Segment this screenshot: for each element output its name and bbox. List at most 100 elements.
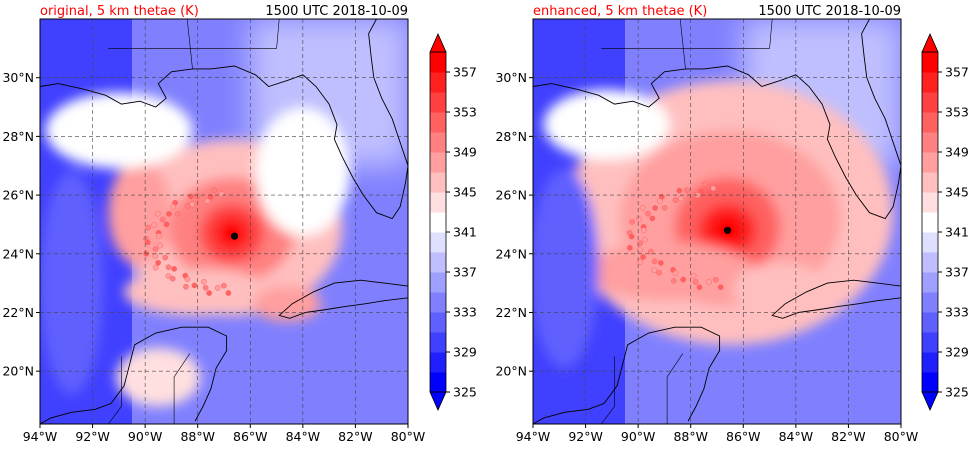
convective-cell xyxy=(647,248,654,255)
x-tick-label: 88°W xyxy=(673,429,708,444)
colorbar-tick-label: 357 xyxy=(453,65,477,80)
political-border xyxy=(108,19,280,49)
convective-cell xyxy=(211,187,217,194)
colorbar-tick-label: 329 xyxy=(945,345,969,360)
colorbar-band xyxy=(430,272,446,293)
convective-cell xyxy=(656,269,663,276)
colorbar-band xyxy=(430,372,446,393)
colorbar-band xyxy=(922,292,938,313)
convective-cell xyxy=(706,279,712,285)
coastlines xyxy=(533,19,901,424)
thetae-blob xyxy=(585,242,754,301)
convective-cell xyxy=(191,282,198,289)
x-tick-label: 94°W xyxy=(23,429,58,444)
x-tick-label: 86°W xyxy=(233,429,268,444)
convective-cells xyxy=(143,187,232,296)
convective-cell xyxy=(152,253,159,259)
y-tick-label: 28°N xyxy=(2,129,34,144)
colorbar-band xyxy=(922,372,938,393)
convective-cell xyxy=(635,216,642,222)
colorbar-band xyxy=(430,312,446,333)
colorbar-band xyxy=(922,92,938,113)
panel-title-left: original, 5 km thetae (K) xyxy=(40,4,199,19)
convective-cell xyxy=(162,254,168,261)
colorbar-band xyxy=(430,292,446,313)
political-border xyxy=(601,356,615,424)
colorbar-band xyxy=(430,152,446,173)
colorbar-band xyxy=(922,312,938,333)
convective-cell xyxy=(637,247,643,254)
convective-cell xyxy=(672,270,679,277)
thetae-blob xyxy=(124,268,272,316)
convective-cell xyxy=(206,290,212,296)
convective-cell xyxy=(155,233,162,239)
colorbar-tick-label: 329 xyxy=(453,345,477,360)
colorbar-band xyxy=(430,192,446,213)
y-tick-label: 28°N xyxy=(495,129,527,144)
storm-center-marker xyxy=(723,226,732,234)
panel-original: original, 5 km thetae (K) 1500 UTC 2018-… xyxy=(2,4,476,444)
convective-cell xyxy=(712,276,719,283)
axis-ticks-enhanced: 94°W 92°W 90°W 88°W 86°W 84°W 82°W 80°W 20°N 22°N… xyxy=(495,70,918,444)
convective-cell xyxy=(670,278,677,284)
colorbar-tick-label: 349 xyxy=(453,145,477,160)
convective-cell xyxy=(657,260,664,266)
convective-cell xyxy=(649,215,656,222)
colorbar-tick-label: 345 xyxy=(453,185,477,200)
colorbar-band xyxy=(430,72,446,93)
colorbar-band xyxy=(922,132,938,153)
convective-cell xyxy=(152,246,159,252)
colorbar-enhanced: 325 329 333 337 341 345 349 353 357 xyxy=(921,33,969,411)
colorbar-band xyxy=(430,232,446,253)
colorbar-band xyxy=(430,92,446,113)
convective-cell xyxy=(642,236,648,243)
coastlines xyxy=(40,19,408,424)
y-tick-label: 30°N xyxy=(2,70,34,85)
convective-cell xyxy=(627,244,633,251)
thetae-blob xyxy=(252,286,322,322)
colorbar-band xyxy=(922,212,938,233)
colorbar-original: 325 329 333 337 341 345 349 353 357 xyxy=(429,33,477,411)
convective-cell xyxy=(183,283,189,290)
convective-cell xyxy=(676,187,683,194)
colorbar-frame xyxy=(921,51,939,393)
storm-center-marker xyxy=(230,232,239,240)
colorbar-band xyxy=(922,272,938,293)
coastline-cuba xyxy=(278,279,408,319)
convective-cell xyxy=(204,198,211,204)
x-tick-label: 82°W xyxy=(338,429,373,444)
x-tick-label: 80°W xyxy=(884,429,919,444)
coastline-cuba xyxy=(771,279,901,319)
convective-cell xyxy=(651,258,658,265)
colorbar-band xyxy=(922,72,938,93)
colorbar-band xyxy=(430,352,446,373)
map-enhanced xyxy=(532,18,902,425)
colorbar-tick-label: 337 xyxy=(945,265,969,280)
convective-cell xyxy=(702,181,708,188)
thetae-blob xyxy=(116,347,201,407)
y-tick-label: 26°N xyxy=(2,188,34,203)
political-border xyxy=(666,353,684,424)
convective-cell xyxy=(645,210,651,217)
panel-time-left: 1500 UTC 2018-10-09 xyxy=(265,4,408,19)
gridlines xyxy=(533,19,901,424)
colorbar-band xyxy=(922,352,938,373)
y-tick-label: 22°N xyxy=(2,305,34,320)
panel-time-right: 1500 UTC 2018-10-09 xyxy=(758,4,901,19)
colorbar-band xyxy=(922,152,938,173)
map-frame xyxy=(39,18,409,425)
colorbar-band xyxy=(922,252,938,273)
colorbar-tick-label: 337 xyxy=(453,265,477,280)
convective-cell xyxy=(656,198,663,204)
convective-cell xyxy=(221,282,227,289)
thetae-blob xyxy=(732,262,828,316)
x-tick-label: 80°W xyxy=(391,429,426,444)
convective-cell xyxy=(165,264,172,271)
political-border xyxy=(108,356,122,424)
convective-cell xyxy=(170,203,177,210)
convective-cell xyxy=(171,265,178,272)
gridlines xyxy=(40,19,408,424)
axis-ticks-original: 94°W 92°W 90°W 88°W 86°W 84°W 82°W 80°W 20°N 22°N… xyxy=(2,70,425,444)
convective-cell xyxy=(640,254,646,260)
